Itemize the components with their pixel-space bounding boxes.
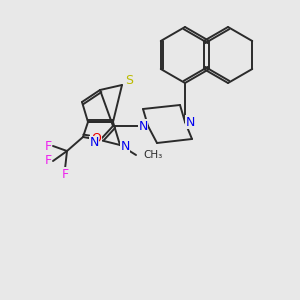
Text: N: N bbox=[120, 140, 130, 154]
Text: N: N bbox=[138, 119, 148, 133]
Text: S: S bbox=[125, 74, 133, 88]
Text: CH₃: CH₃ bbox=[143, 150, 162, 160]
Text: F: F bbox=[44, 140, 52, 152]
Text: N: N bbox=[185, 116, 195, 128]
Text: F: F bbox=[44, 154, 52, 167]
Text: O: O bbox=[91, 131, 101, 145]
Text: N: N bbox=[89, 136, 99, 149]
Text: F: F bbox=[61, 167, 69, 181]
